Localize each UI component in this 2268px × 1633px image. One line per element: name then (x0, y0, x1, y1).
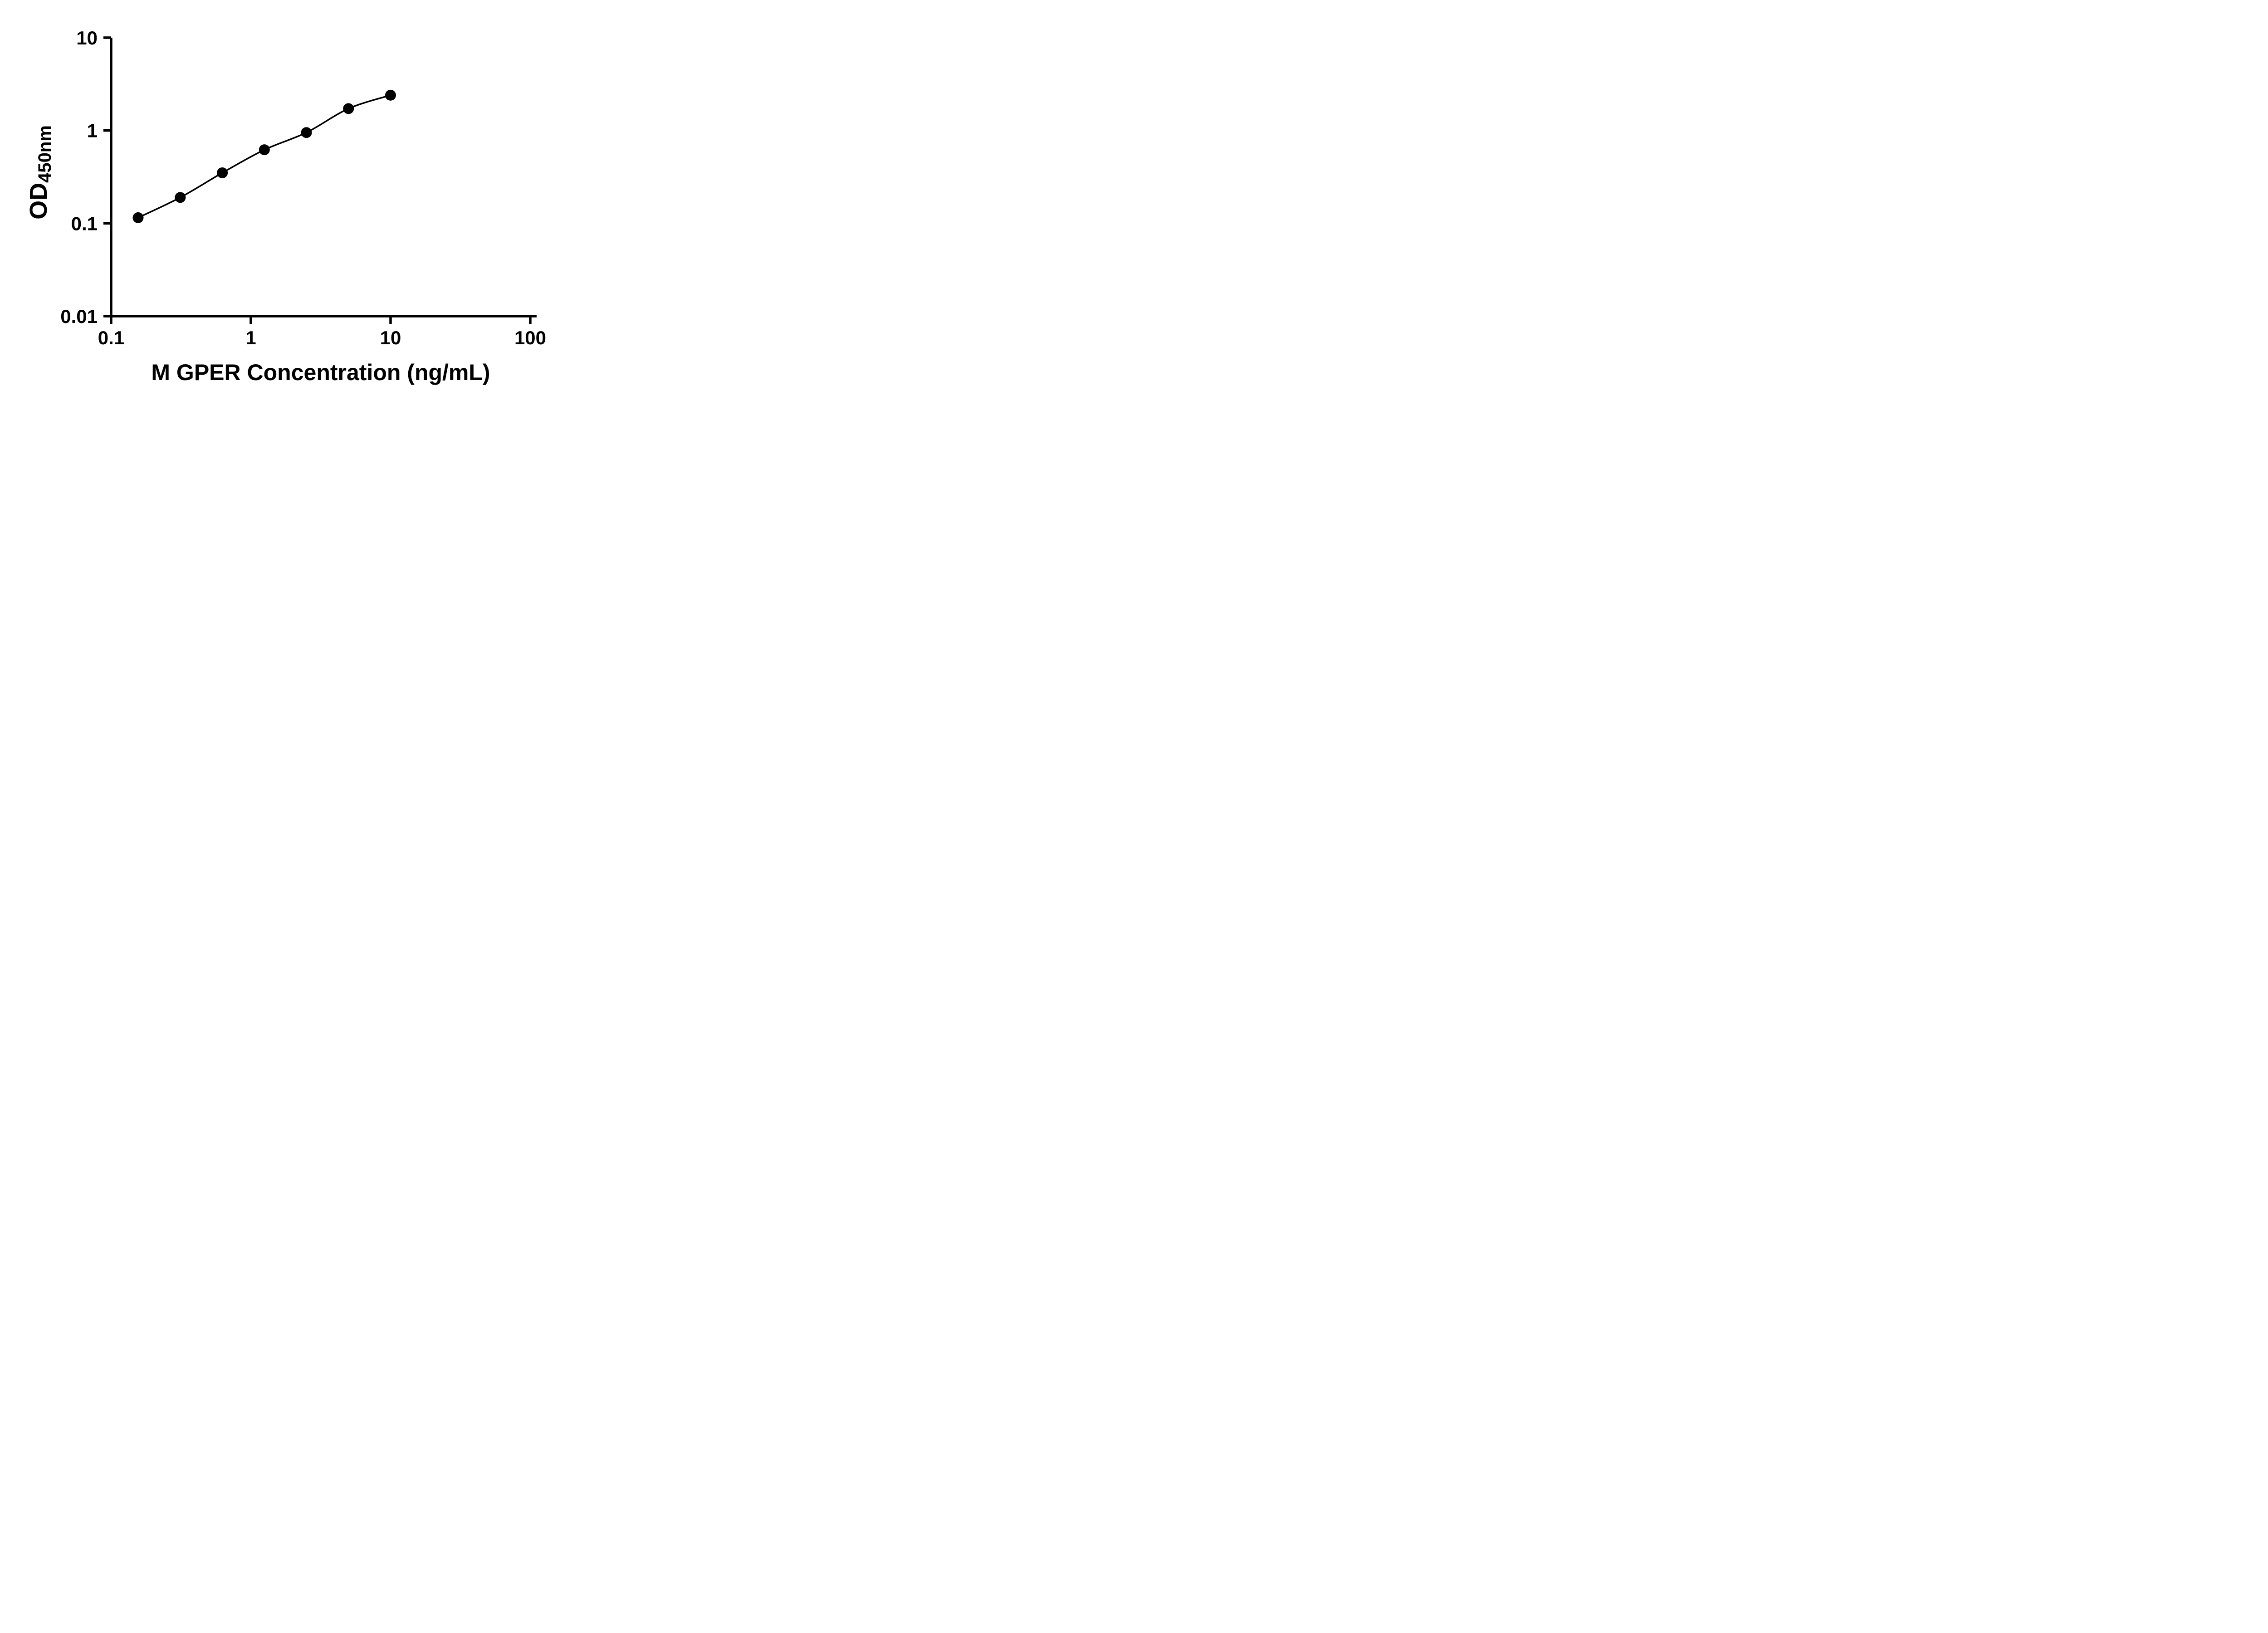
y-axis-label-subscript: 450nm (34, 125, 55, 183)
x-axis-tick-label: 1 (245, 327, 256, 348)
y-axis-label-base: OD (25, 182, 53, 220)
data-point (132, 212, 144, 223)
elisa-standard-curve-figure: 0.1 1 10 100 0.01 0.1 1 10 OD450nm M GPER Conce… (0, 0, 583, 408)
x-axis-label: M GPER Concentration (ng/mL) (151, 360, 490, 385)
y-axis-tick-label: 1 (87, 120, 98, 142)
data-point (301, 127, 312, 138)
data-point (343, 103, 354, 114)
y-axis-label: OD450nm (24, 125, 55, 220)
data-point (217, 167, 228, 178)
y-axis-tick-label: 0.1 (71, 213, 98, 234)
data-point (385, 89, 396, 101)
axis-lines (110, 38, 537, 318)
x-axis-tick-label: 0.1 (98, 327, 124, 348)
y-axis-tick-label: 0.01 (60, 306, 98, 327)
x-axis-tick-label: 10 (380, 327, 401, 348)
y-axis-tick-label: 10 (76, 27, 98, 49)
x-axis-tick-label: 100 (514, 327, 546, 348)
data-point (259, 144, 270, 156)
data-point (175, 192, 186, 203)
